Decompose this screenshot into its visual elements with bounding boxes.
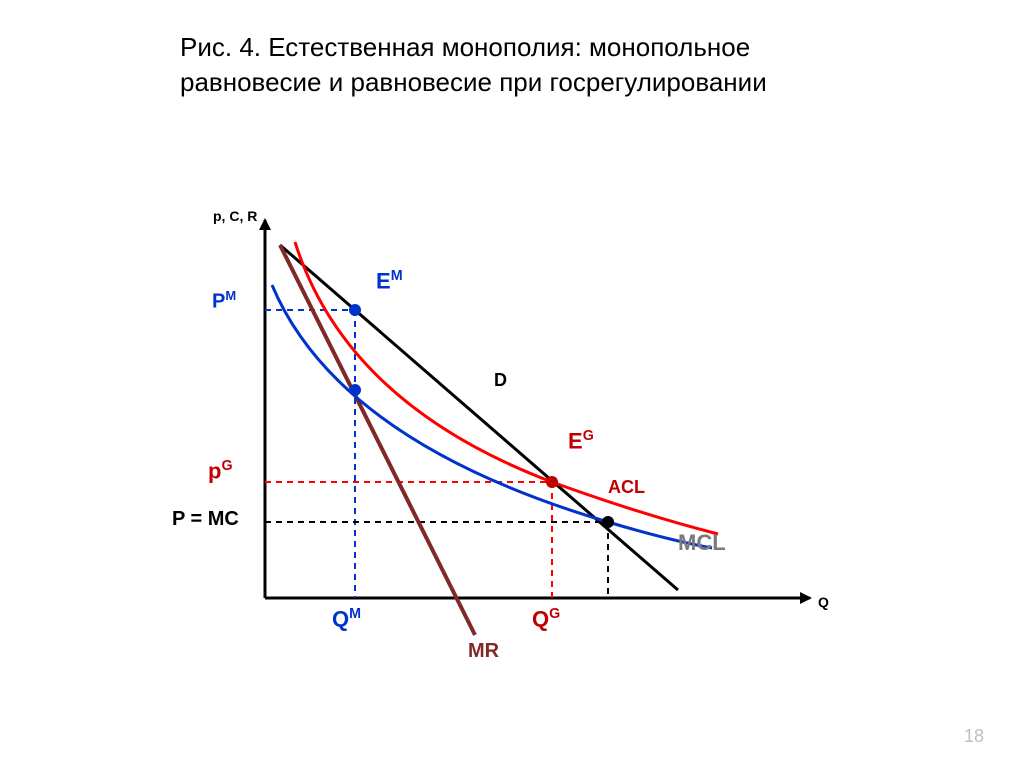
- eg-label: EG: [568, 428, 594, 454]
- p-equals-mc-label: P = MC: [172, 508, 239, 531]
- qg-label: QG: [532, 606, 560, 632]
- slide-number: 18: [964, 726, 984, 747]
- mcl-label: MCL: [678, 530, 726, 556]
- mr-label: MR: [468, 640, 499, 663]
- y-axis-label: p, C, R: [213, 208, 257, 224]
- pm-label: PM: [212, 288, 236, 314]
- x-axis-label: Q: [818, 594, 829, 610]
- d-label: D: [494, 370, 507, 391]
- qm-label: QM: [332, 606, 361, 632]
- pg-label: pG: [208, 458, 233, 484]
- acl-label: ACL: [608, 477, 645, 498]
- em-label: EM: [376, 268, 403, 294]
- econ-diagram: [0, 0, 1024, 767]
